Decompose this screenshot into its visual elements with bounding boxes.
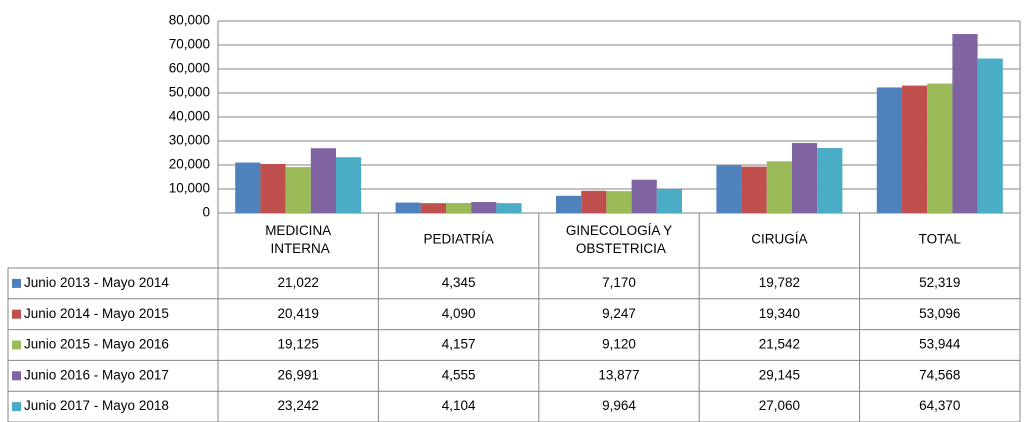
- bar: [556, 195, 582, 213]
- table-value: 26,991: [278, 367, 319, 382]
- y-tick-label: 30,000: [169, 133, 210, 148]
- table-value: 53,944: [919, 337, 961, 352]
- y-tick-label: 40,000: [169, 109, 210, 124]
- bar: [952, 34, 978, 213]
- bar: [581, 190, 607, 213]
- legend-key: [12, 371, 21, 381]
- bar: [902, 85, 928, 213]
- bar: [977, 58, 1003, 214]
- table-value: 23,242: [278, 398, 319, 413]
- table-value: 74,568: [919, 367, 960, 382]
- bar: [792, 143, 818, 213]
- legend-key: [12, 309, 21, 319]
- legend-key: [12, 278, 21, 288]
- table-value: 13,877: [598, 367, 639, 382]
- bar: [395, 202, 421, 213]
- table-value: 9,120: [602, 337, 636, 352]
- bar: [420, 203, 446, 213]
- table-value: 4,090: [442, 306, 476, 321]
- y-tick-label: 70,000: [169, 37, 210, 52]
- category-label: TOTAL: [919, 232, 962, 247]
- bar: [446, 203, 472, 213]
- bar: [876, 87, 902, 213]
- table-value: 4,157: [442, 337, 476, 352]
- table-value: 53,096: [919, 306, 960, 321]
- table-value: 52,319: [919, 275, 960, 290]
- table-value: 4,104: [442, 398, 476, 413]
- legend-label: Junio 2014 - Mayo 2015: [24, 306, 169, 321]
- y-tick-label: 80,000: [169, 13, 210, 28]
- bar: [496, 203, 522, 213]
- bar: [606, 191, 632, 213]
- bar: [656, 189, 682, 213]
- legend-key: [12, 402, 21, 412]
- table-value: 19,782: [759, 275, 800, 290]
- bar: [310, 148, 336, 213]
- bar: [260, 163, 286, 213]
- table-value: 7,170: [602, 275, 636, 290]
- y-tick-label: 0: [202, 205, 210, 220]
- bar: [817, 148, 843, 213]
- category-label: PEDIATRÍA: [423, 232, 493, 247]
- legend-key: [12, 340, 21, 350]
- bar: [336, 157, 362, 213]
- table-value: 27,060: [759, 398, 800, 413]
- table-value: 21,022: [278, 275, 319, 290]
- table-value: 21,542: [759, 337, 800, 352]
- table-value: 4,345: [442, 275, 476, 290]
- legend-label: Junio 2013 - Mayo 2014: [24, 275, 169, 290]
- table-value: 9,247: [602, 306, 636, 321]
- bar: [471, 202, 497, 213]
- table-value: 20,419: [278, 306, 319, 321]
- legend-label: Junio 2015 - Mayo 2016: [24, 337, 169, 352]
- table-value: 64,370: [919, 398, 960, 413]
- table-value: 4,555: [442, 367, 476, 382]
- category-label: GINECOLOGÍA Y OBSTETRICIA: [566, 223, 672, 256]
- y-tick-label: 50,000: [169, 85, 210, 100]
- table-value: 19,340: [759, 306, 800, 321]
- y-tick-label: 60,000: [169, 61, 210, 76]
- legend-label: Junio 2017 - Mayo 2018: [24, 398, 169, 413]
- category-label: CIRUGÍA: [751, 232, 807, 247]
- table-value: 29,145: [759, 367, 800, 382]
- bar: [741, 166, 767, 213]
- bar: [235, 162, 261, 213]
- y-tick-label: 20,000: [169, 157, 210, 172]
- bar: [285, 167, 311, 213]
- bar: [716, 165, 742, 213]
- bar: [631, 179, 657, 213]
- table-value: 9,964: [602, 398, 636, 413]
- category-label: MEDICINA INTERNA: [265, 223, 331, 256]
- table-value: 19,125: [278, 337, 319, 352]
- bar: [766, 161, 792, 213]
- bar: [927, 83, 953, 214]
- y-tick-label: 10,000: [169, 181, 210, 196]
- legend-label: Junio 2016 - Mayo 2017: [24, 367, 169, 382]
